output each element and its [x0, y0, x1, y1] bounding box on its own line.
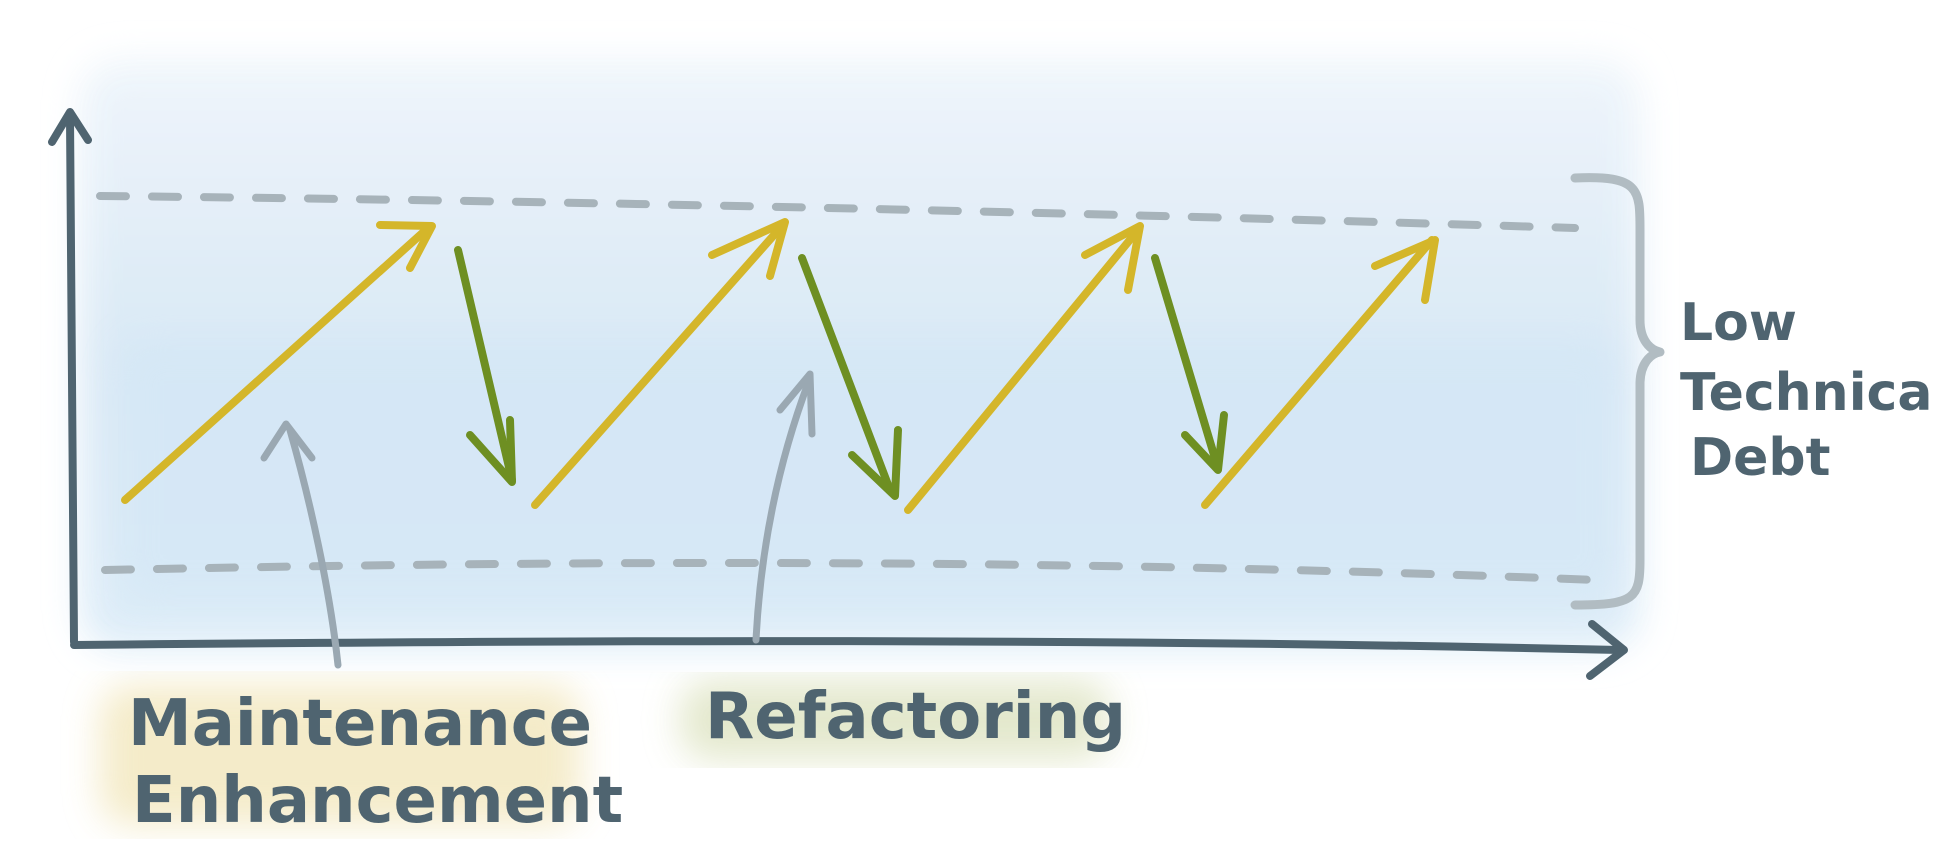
- maintenance-highlight: [100, 685, 580, 825]
- maintenance-label-line-1: Maintenance: [128, 687, 592, 761]
- rise-arrow-icon: [1201, 236, 1439, 509]
- x-axis: [70, 637, 1624, 654]
- refactoring-callout-arrow: [752, 370, 816, 644]
- x-axis-arrowhead: [1586, 620, 1628, 680]
- rise-arrows: [121, 218, 1439, 514]
- callout-arrows: [260, 370, 816, 669]
- band-label-line-2: Technical: [1680, 363, 1934, 423]
- brace-icon: [1570, 173, 1665, 610]
- upper-bound-line: [96, 192, 1579, 232]
- band-label: Low Technical Debt: [1680, 293, 1934, 488]
- fall-arrow-icon: [454, 246, 516, 486]
- rise-arrow-icon: [904, 222, 1144, 514]
- maintenance-callout-arrow: [260, 420, 342, 669]
- refactoring-highlight: [680, 680, 1110, 760]
- fall-arrow-icon: [1151, 254, 1228, 474]
- rise-arrow-icon: [121, 221, 436, 504]
- fall-arrow-icon: [798, 254, 902, 500]
- y-axis-arrowhead: [48, 108, 92, 146]
- band-label-line-3: Debt: [1690, 428, 1831, 488]
- lower-bound-line: [101, 558, 1599, 584]
- fall-arrows: [454, 246, 1228, 500]
- y-axis: [66, 114, 78, 646]
- maintenance-label: Maintenance Enhancement: [128, 687, 623, 838]
- band-label-line-1: Low: [1680, 293, 1797, 353]
- refactoring-label: Refactoring: [705, 680, 1126, 754]
- axes: [48, 108, 1628, 680]
- rise-arrow-icon: [531, 218, 789, 509]
- maintenance-label-line-2: Enhancement: [132, 764, 623, 838]
